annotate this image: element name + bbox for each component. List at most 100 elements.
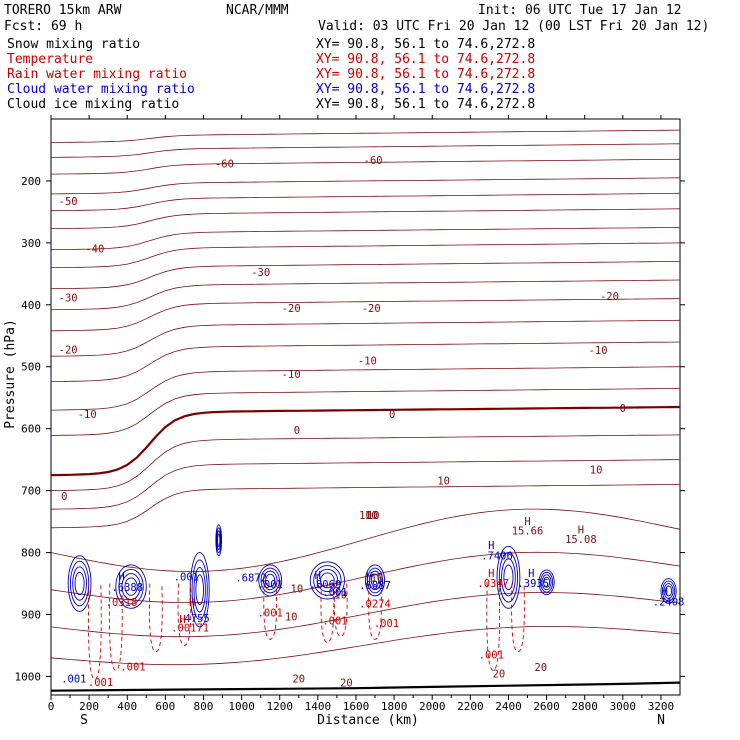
isotherm-label: 10 — [365, 510, 378, 522]
maximum-label: .0347 — [477, 578, 509, 590]
x-tick-label: 1400 — [305, 700, 332, 713]
legend-field-xy: XY= 90.8, 56.1 to 74.6,272.8 — [316, 37, 535, 52]
isotherm — [50, 508, 681, 572]
cloud-contour — [74, 571, 85, 596]
rain-contour — [108, 583, 123, 671]
isotherm-label: -30 — [251, 267, 270, 279]
maximum-label: .001 — [479, 650, 504, 662]
rain-contour — [320, 583, 335, 643]
legend-field-label: Snow mixing ratio — [7, 37, 140, 52]
x-tick-label: 3200 — [648, 700, 675, 713]
legend-field-xy: XY= 90.8, 56.1 to 74.6,272.8 — [316, 67, 535, 82]
cloud-contour — [665, 585, 673, 597]
cloud-contour — [72, 566, 87, 601]
isotherm — [50, 261, 680, 290]
rain-contour — [148, 583, 163, 653]
y-tick-label: 600 — [21, 423, 41, 436]
maximum-label: 15.66 — [512, 525, 544, 537]
cloud-contour — [189, 552, 210, 628]
valid-time: Valid: 03 UTC Fri 20 Jan 12 (00 LST Fri … — [318, 19, 709, 34]
right-endpoint-label: N — [657, 713, 665, 728]
maximum-label: .3935 — [517, 578, 549, 590]
cloud-contour — [538, 569, 555, 596]
cloud-contour — [124, 577, 138, 596]
isotherm — [50, 341, 681, 382]
isotherm — [50, 279, 681, 311]
y-tick-label: 200 — [21, 175, 41, 188]
x-tick-label: 1600 — [343, 700, 370, 713]
cloud-contour — [265, 573, 276, 588]
cloud-water-contours — [67, 524, 677, 628]
maximum-label: .001 — [258, 579, 283, 591]
isotherm-label: -10 — [282, 369, 301, 381]
isotherm — [50, 177, 681, 195]
isotherm — [50, 158, 681, 175]
cloud-contour — [313, 565, 342, 596]
isotherm-label: 10 — [371, 572, 384, 584]
maximum-label: .001 — [258, 608, 283, 620]
isotherm — [50, 459, 681, 510]
isotherm — [50, 434, 681, 491]
isotherm — [50, 143, 681, 158]
cloud-contour — [217, 533, 221, 547]
header: TORERO 15km ARW NCAR/MMM Init: 06 UTC Tu… — [4, 3, 709, 34]
maximum-label: H — [662, 586, 668, 598]
isotherm-label: -40 — [85, 243, 104, 255]
maximum-label: .8069 — [310, 579, 342, 591]
y-tick-label: 300 — [21, 237, 41, 250]
maximum-label: H — [189, 597, 195, 609]
freezing-isotherm — [50, 405, 681, 477]
rain-contour — [486, 583, 501, 671]
isotherm-label: -20 — [362, 303, 381, 315]
cloud-contour — [215, 527, 222, 553]
isotherm-label: 0 — [389, 409, 395, 421]
isotherm — [50, 208, 681, 229]
init-time: Init: 06 UTC Tue 17 Jan 12 — [478, 3, 682, 18]
isotherm-label: 20 — [292, 673, 305, 685]
cloud-contour — [216, 530, 221, 550]
isotherm-label: -20 — [59, 344, 78, 356]
isotherm-label: 10 — [367, 510, 380, 522]
isotherm-label: 10 — [437, 476, 450, 488]
cloud-contour — [540, 571, 554, 593]
x-tick-label: 800 — [194, 700, 214, 713]
isotherm-label: 10 — [590, 465, 603, 477]
maximum-label: .0318 — [106, 597, 138, 609]
cloud-contour — [541, 574, 552, 591]
cloud-contour — [660, 578, 677, 604]
maximum-label: .001 — [322, 587, 347, 599]
maximum-label: H — [528, 568, 534, 580]
cloud-contour — [215, 524, 223, 557]
cloud-contour — [115, 564, 147, 609]
cloud-contour — [260, 567, 280, 594]
rain-contour — [263, 583, 278, 640]
cloud-contour — [496, 545, 521, 609]
legend-field-xy: XY= 90.8, 56.1 to 74.6,272.8 — [316, 52, 535, 67]
temperature-contours — [50, 129, 681, 666]
isotherm — [50, 242, 681, 268]
cloud-contour — [503, 564, 514, 591]
maximum-label: .4755 — [178, 613, 210, 625]
x-axis-label: Distance (km) — [317, 713, 419, 728]
cloud-contour — [320, 572, 335, 589]
isotherm-label: 20 — [535, 662, 548, 674]
cloud-contour — [663, 583, 674, 599]
isotherm-label: 10 — [334, 590, 347, 602]
cloud-contour — [121, 573, 141, 601]
x-tick-label: 2200 — [457, 700, 484, 713]
maximum-label: .001 — [120, 662, 145, 674]
y-tick-label: 400 — [21, 299, 41, 312]
maximum-label: H — [488, 540, 494, 552]
y-axis-label: Pressure (hPa) — [3, 319, 18, 429]
maximum-label: .001 — [322, 616, 347, 628]
isotherm-label: -20 — [282, 303, 301, 315]
maximum-label: .6872 — [235, 572, 267, 584]
isotherm-label: -10 — [78, 409, 97, 421]
isotherm-label: 10 — [285, 611, 298, 623]
cloud-contour — [195, 574, 204, 606]
cloud-contour — [258, 564, 283, 597]
maximum-label: 15.08 — [565, 534, 597, 546]
x-tick-label: 0 — [48, 700, 55, 713]
isotherm — [50, 192, 681, 212]
cloud-contour — [262, 570, 278, 591]
